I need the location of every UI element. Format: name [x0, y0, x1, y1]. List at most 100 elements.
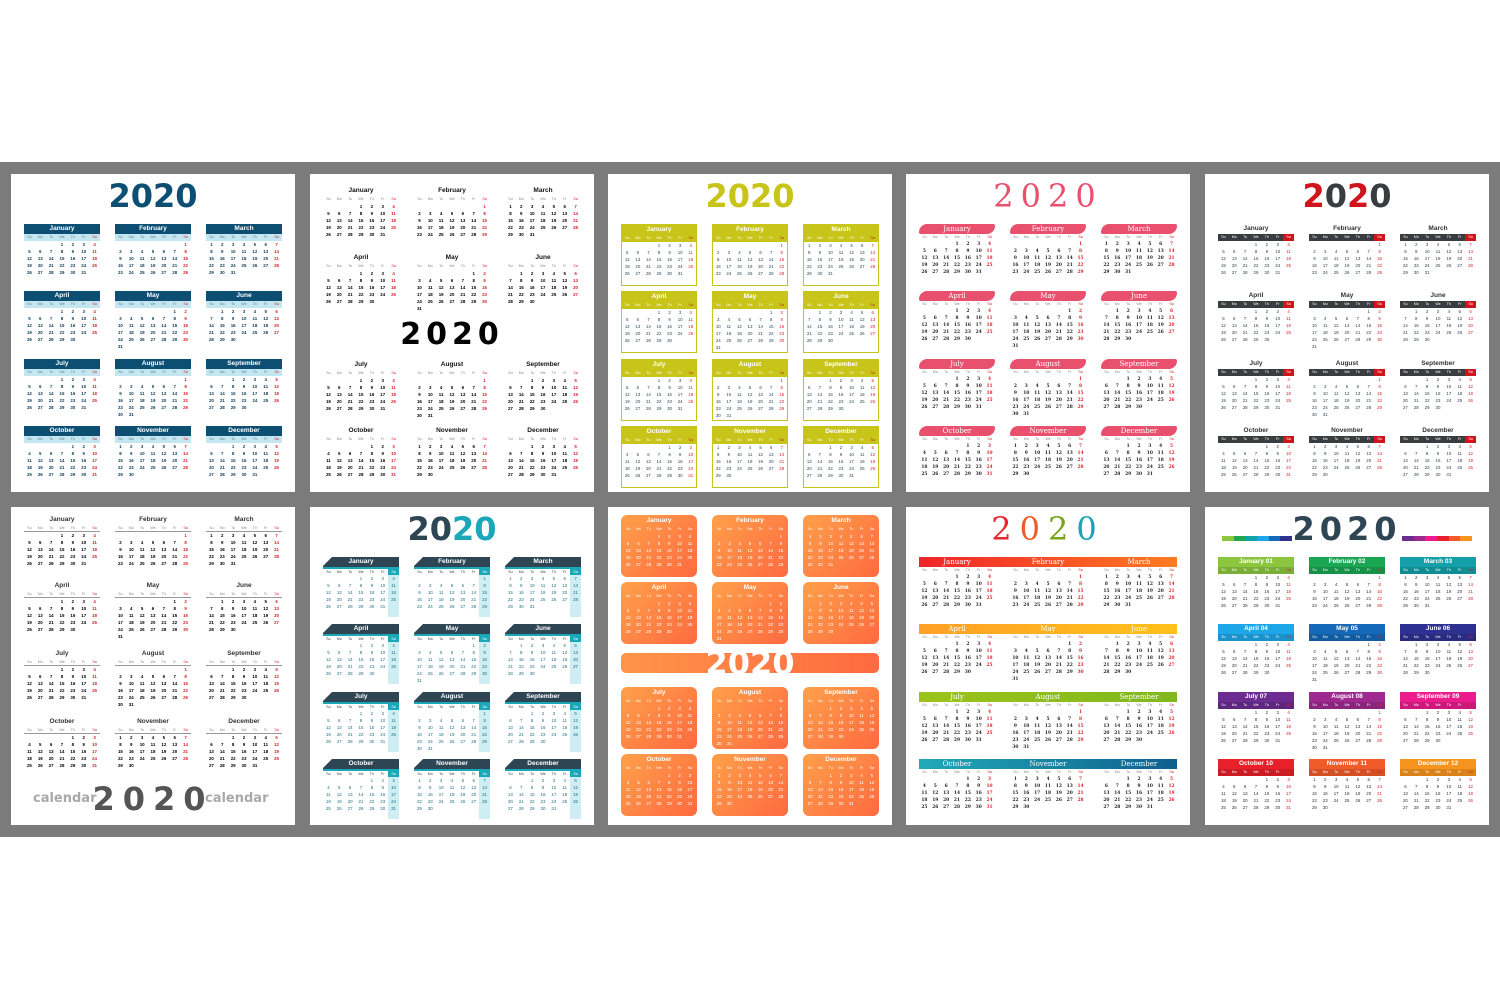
day-cell: 5	[275, 377, 278, 382]
day-cell: 1	[657, 601, 661, 606]
day-cell	[846, 635, 856, 642]
day-cell: 17	[380, 590, 386, 595]
day-cell	[755, 472, 766, 479]
weekday-label: Sa	[1283, 436, 1294, 443]
day-cell: 19	[325, 292, 331, 297]
weekday-label: Fr	[563, 570, 567, 574]
weekday-label: Th	[460, 637, 465, 641]
weekday-label: Tu	[231, 235, 236, 239]
day-cell	[755, 635, 765, 642]
day-cell: 25	[921, 472, 928, 477]
day-cell	[867, 337, 878, 344]
day-cell: 16	[529, 285, 535, 290]
weekday-label: Su	[1403, 437, 1408, 441]
day-cell: 21	[482, 458, 487, 463]
day-cell	[180, 343, 191, 350]
day-cell: 4	[1137, 242, 1141, 247]
day-cell: 10	[849, 385, 854, 390]
weekday-label: Th	[1264, 235, 1269, 239]
day-cell: 2	[1265, 377, 1269, 382]
day-cell: 13	[1468, 316, 1473, 321]
day-cell: 5	[450, 718, 454, 723]
day-cell	[260, 701, 271, 708]
weekday-label: Fr	[381, 371, 385, 375]
day-cell	[664, 277, 675, 284]
month-header: April	[24, 291, 100, 301]
day-cell	[323, 745, 334, 752]
day-cell: 25	[1034, 405, 1041, 410]
day-cell	[479, 745, 490, 752]
day-cell: 26	[325, 739, 331, 744]
weekday-label: Sa	[573, 197, 578, 201]
day-cell: 21	[645, 399, 651, 404]
day-cell: 17	[438, 458, 444, 463]
day-cell: 1	[530, 711, 534, 716]
day-cell	[67, 276, 78, 283]
day-cell: 2	[221, 533, 224, 538]
day-cell: 22	[656, 727, 662, 732]
day-cell	[1400, 308, 1411, 315]
month-january: January Su Mo Tu We Th Fr Sa 1 2 3 4 5 6 7 8 9 10 11 12 13 14…	[621, 515, 697, 577]
day-cell: 27	[208, 405, 214, 410]
month-january: January Su Mo Tu We Th Fr Sa 1 2 3 4 5 6 7 8 9 10 11 12 13 14…	[621, 224, 697, 286]
day-cell: 13	[336, 285, 342, 290]
day-cell: 15	[183, 256, 188, 261]
weekday-label: Sa	[870, 371, 875, 375]
day-cell: 28	[646, 629, 652, 634]
day-cell: 28	[172, 270, 178, 275]
day-cell: 1	[1079, 377, 1083, 382]
day-cell: 15	[1264, 458, 1270, 463]
day-cell: 27	[460, 406, 466, 411]
day-cell: 12	[625, 720, 631, 725]
day-cell: 30	[1435, 472, 1441, 477]
day-cell: 29	[230, 405, 236, 410]
weekday-label: Su	[209, 437, 214, 441]
day-cell: 9	[520, 583, 523, 588]
day-cell: 22	[358, 292, 364, 297]
day-cell	[856, 740, 866, 747]
month-august: August Su Mo Tu We Th Fr Sa 1 2 3 4 5 6 7 8 9 10 11 12 13 14 1…	[712, 687, 788, 749]
day-cell: 15	[59, 256, 65, 261]
day-cell	[271, 276, 282, 283]
day-cell: 20	[943, 465, 950, 470]
day-cell	[345, 238, 356, 245]
day-cell	[457, 610, 468, 617]
day-cell: 14	[646, 720, 652, 725]
day-cell	[654, 740, 664, 747]
day-cell: 9	[966, 316, 970, 321]
weekday-label: Su	[209, 526, 214, 530]
weekday-label: Sa	[482, 437, 487, 441]
day-cell: 10	[241, 316, 247, 321]
day-cell: 14	[507, 285, 513, 290]
day-grid: 1 2 3 4 5 6 7 8 9 10 11 12 13 14 15 16 17 18 19 20 21 22 23 24 2…	[24, 532, 100, 574]
day-cell: 23	[529, 664, 535, 669]
day-cell: 19	[449, 399, 455, 404]
day-cell	[1352, 376, 1363, 383]
day-cell: 11	[1457, 384, 1462, 389]
day-cell: 7	[60, 451, 64, 456]
day-cell: 30	[70, 270, 76, 275]
day-cell	[180, 411, 191, 418]
day-cell: 11	[92, 606, 97, 611]
weekday-label: We	[59, 235, 65, 239]
day-cell: 6	[509, 451, 512, 456]
weekday-label: Sa	[687, 699, 693, 703]
day-cell: 17	[975, 323, 982, 328]
weekday-row: Su Mo Tu We Th Fr Sa	[115, 234, 191, 241]
weekday-label: Fr	[472, 772, 476, 776]
day-cell: 13	[635, 324, 641, 329]
day-grid: 1 2 3 4 5 6 7 8 9 10 11 12 13 14 15 16 17 18 19 20 21 22 23 24 2…	[206, 241, 282, 283]
year-band	[621, 653, 879, 673]
month-header: March	[1428, 225, 1448, 232]
day-cell: 12	[736, 324, 742, 329]
day-cell: 15	[806, 257, 812, 262]
day-grid: 1 2 3 4 5 6 7 8 9 10 11 12 13 14 15 16 17 18 19 20 21 22 23 24 2…	[115, 443, 191, 485]
day-cell: 4	[1035, 384, 1039, 389]
day-cell: 18	[1044, 458, 1052, 463]
day-cell	[323, 642, 334, 649]
weekday-label: Tu	[530, 772, 535, 776]
day-cell: 11	[540, 583, 546, 588]
day-cell: 19	[274, 749, 279, 754]
day-cell: 7	[1254, 451, 1258, 456]
day-cell: 4	[1458, 377, 1461, 382]
